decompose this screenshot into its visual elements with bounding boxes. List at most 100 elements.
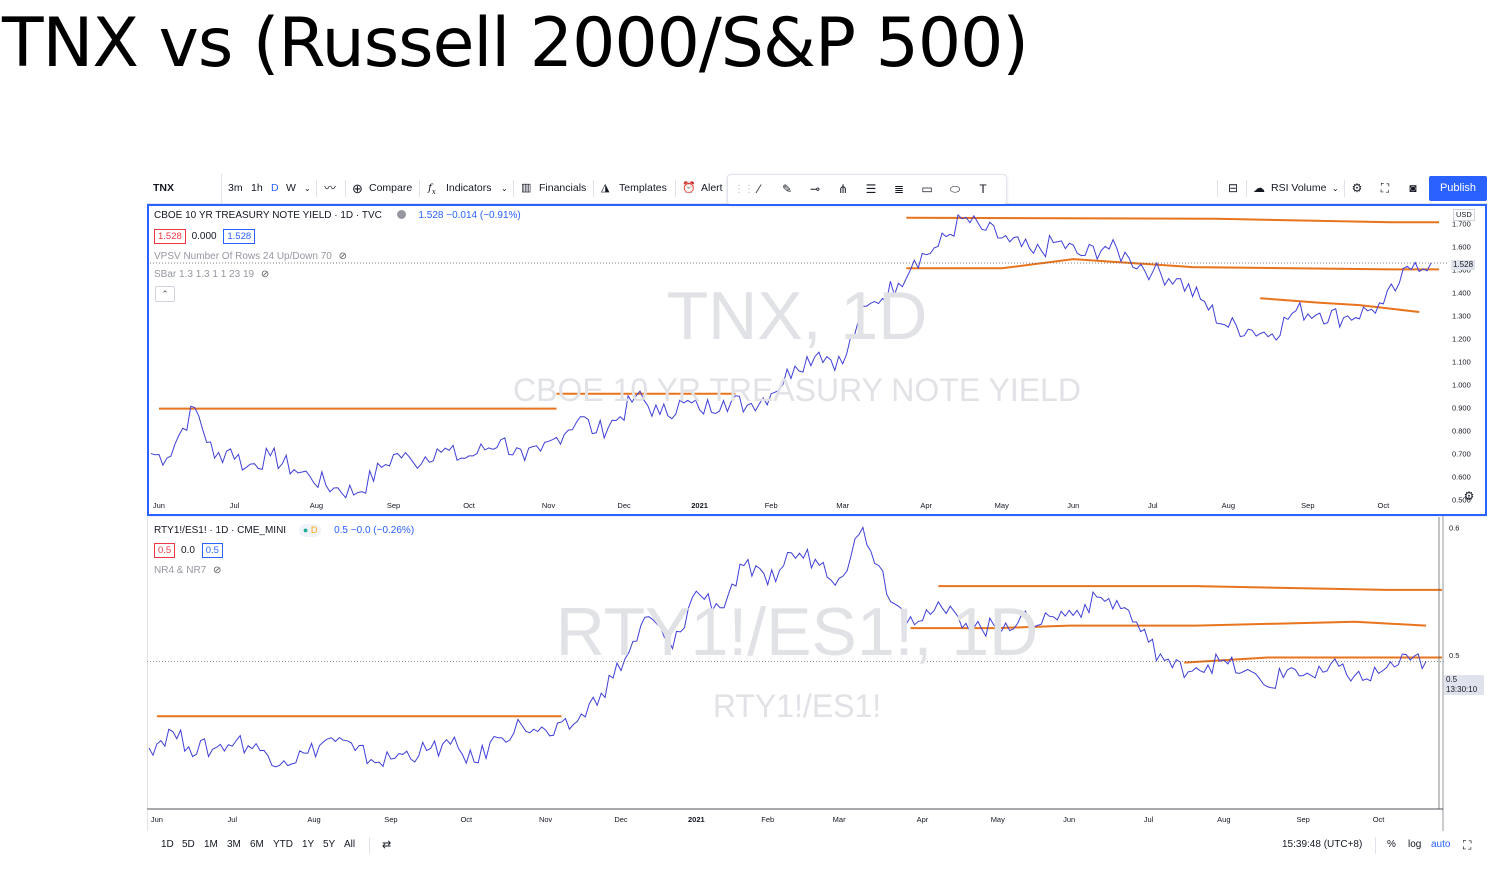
publish-button[interactable]: Publish <box>1429 176 1487 201</box>
compare-icon[interactable]: ⊕ <box>352 181 363 196</box>
range-6m[interactable]: 6M <box>250 839 264 850</box>
clock-time[interactable]: 15:39:48 (UTC+8) <box>1282 839 1363 850</box>
symbol-search[interactable]: TNX <box>147 174 222 203</box>
p1-y-tick-label: 1.600 <box>1452 242 1471 251</box>
indicators-icon[interactable]: fx <box>428 182 436 197</box>
symbol-label: TNX <box>153 182 174 194</box>
financials-button[interactable]: Financials <box>539 182 587 194</box>
p1-x-tick-label: Aug <box>310 501 323 510</box>
p2-x-tick-label: Jul <box>1144 815 1154 824</box>
pitchfork-icon[interactable]: ⋔ <box>837 182 849 196</box>
scale-settings-icon[interactable]: ⚙ <box>1463 489 1475 503</box>
collapse-legend-button[interactable]: ⌃ <box>155 286 175 302</box>
range-ytd[interactable]: YTD <box>273 839 293 850</box>
indicators-button[interactable]: Indicators <box>446 182 492 194</box>
auto-toggle[interactable]: auto <box>1431 839 1451 850</box>
pane-2-title[interactable]: RTY1!/ES1! · 1D · CME_MINI <box>154 525 287 536</box>
indicator-sbar[interactable]: SBar 1.3 1.3 1 1 23 19 ⊘ <box>154 269 269 280</box>
layout-icon[interactable]: ⊟ <box>1227 181 1239 195</box>
camera-icon[interactable]: ◙ <box>1409 181 1417 195</box>
interval-w[interactable]: W <box>286 182 296 194</box>
ask-chip[interactable]: 1.528 <box>223 229 256 244</box>
drawing-toolbar: ⋮⋮ ⁄ ✎ ⊸ ⋔ ☰ ≣ ▭ ⬭ T <box>727 174 1007 205</box>
hidden-eye-icon[interactable]: ⊘ <box>213 565 222 576</box>
indicators-dropdown-icon[interactable]: ⌄ <box>501 184 508 193</box>
financials-icon[interactable]: ▥ <box>521 182 532 194</box>
hidden-eye-icon[interactable]: ⊘ <box>260 269 270 280</box>
cloud-icon[interactable]: ☁ <box>1253 181 1265 195</box>
p1-level-line[interactable] <box>1260 297 1420 313</box>
indicator-nr4-nr7[interactable]: NR4 & NR7 ⊘ <box>154 565 221 576</box>
p2-x-tick-label: May <box>991 815 1005 824</box>
settings-icon[interactable]: ⚙ <box>1351 181 1363 195</box>
alert-icon[interactable]: ⏰ <box>682 182 696 194</box>
fib-retracement-icon[interactable]: ☰ <box>865 182 877 196</box>
text-tool-icon[interactable]: T <box>979 182 987 196</box>
p2-x-tick-label: Mar <box>833 815 846 824</box>
p1-price-series[interactable] <box>150 213 1432 499</box>
pane-1-title[interactable]: CBOE 10 YR TREASURY NOTE YIELD · 1D · TV… <box>154 210 382 221</box>
spread-value: 0.000 <box>191 231 217 242</box>
pane-2-legend: RTY1!/ES1! · 1D · CME_MINI ● D 0.5 −0.0 … <box>154 524 414 537</box>
p1-x-tick-label: Jun <box>1067 501 1079 510</box>
p2-level-line[interactable] <box>1184 656 1442 664</box>
chart-type-icon[interactable]: 〰 <box>324 181 337 195</box>
log-toggle[interactable]: log <box>1408 839 1422 850</box>
parallel-channel-icon[interactable]: ≣ <box>893 182 905 196</box>
currency-selector[interactable]: USD <box>1453 209 1475 221</box>
indicator-vpsv[interactable]: VPSV Number Of Rows 24 Up/Down 70 ⊘ <box>154 251 347 262</box>
layout-dropdown-icon[interactable]: ⌄ <box>1332 184 1339 193</box>
p2-x-tick-label: Nov <box>539 815 553 824</box>
range-3m[interactable]: 3M <box>227 839 241 850</box>
compare-button[interactable]: Compare <box>369 182 413 194</box>
p1-x-tick-label: Jun <box>153 501 165 510</box>
p1-level-line[interactable] <box>906 216 1439 224</box>
interval-3m[interactable]: 3m <box>228 182 243 194</box>
bid-chip[interactable]: 1.528 <box>154 229 186 244</box>
interval-dropdown-icon[interactable]: ⌄ <box>304 184 311 193</box>
p1-x-tick-label: May <box>995 501 1009 510</box>
p1-y-tick-label: 1.300 <box>1452 311 1471 320</box>
chart-canvas[interactable]: 0.500 0.600 0.700 0.800 0.900 1.000 1.100 1.200… <box>147 203 1487 858</box>
brush-icon[interactable]: ✎ <box>781 182 793 196</box>
interval-1h[interactable]: 1h <box>251 182 263 194</box>
p1-y-tick-label: 1.400 <box>1452 288 1471 297</box>
pane-2-watermark-name: RTY1!/ES1! <box>712 688 882 724</box>
p1-y-tick-label: 0.800 <box>1452 426 1471 435</box>
templates-icon[interactable]: ◮ <box>601 182 610 194</box>
templates-button[interactable]: Templates <box>619 182 667 194</box>
range-5y[interactable]: 5Y <box>323 839 336 850</box>
range-1d[interactable]: 1D <box>161 839 174 850</box>
p2-x-tick-label: Jun <box>151 815 163 824</box>
horizontal-line-icon[interactable]: ⊸ <box>809 182 821 196</box>
interval-d[interactable]: D <box>271 182 279 194</box>
fullscreen-icon[interactable]: ⛶ <box>1380 181 1390 195</box>
p1-x-tick-label: Nov <box>542 501 556 510</box>
range-5d[interactable]: 5D <box>182 839 195 850</box>
range-1y[interactable]: 1Y <box>302 839 315 850</box>
hidden-eye-icon[interactable]: ⊘ <box>338 251 348 262</box>
fullscreen-icon[interactable]: ⛶ <box>1463 838 1472 852</box>
rectangle-icon[interactable]: ▭ <box>921 182 933 196</box>
p2-x-tick-label: Sep <box>384 815 397 824</box>
alert-button[interactable]: Alert <box>701 182 723 194</box>
range-1m[interactable]: 1M <box>204 839 218 850</box>
range-all[interactable]: All <box>344 839 356 850</box>
bid-chip[interactable]: 0.5 <box>154 543 176 558</box>
p2-level-line[interactable] <box>938 585 1442 591</box>
goto-date-icon[interactable]: ⇄ <box>382 839 392 851</box>
pane-1-watermark-symbol: TNX, 1D <box>666 278 928 354</box>
p2-x-tick-label: Aug <box>307 815 320 824</box>
p2-level-line[interactable] <box>910 620 1427 630</box>
ask-chip[interactable]: 0.5 <box>201 543 223 558</box>
p2-price-series[interactable] <box>148 525 1427 768</box>
p1-x-tick-label: 2021 <box>691 501 708 510</box>
ellipse-icon[interactable]: ⬭ <box>949 182 961 196</box>
percent-toggle[interactable]: % <box>1387 839 1396 850</box>
drag-handle-icon[interactable]: ⋮⋮ <box>734 184 754 195</box>
trend-line-icon[interactable]: ⁄ <box>757 182 760 196</box>
saved-layout-button[interactable]: RSI Volume <box>1271 182 1327 194</box>
indicator-vpsv-label: VPSV Number Of Rows 24 Up/Down 70 <box>154 251 332 262</box>
p1-level-line[interactable] <box>906 258 1439 271</box>
p1-x-tick-label: Oct <box>463 501 476 510</box>
